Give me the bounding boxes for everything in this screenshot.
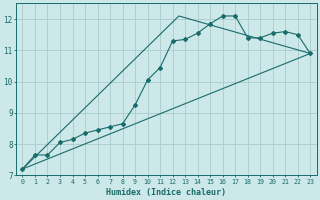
X-axis label: Humidex (Indice chaleur): Humidex (Indice chaleur): [106, 188, 226, 197]
